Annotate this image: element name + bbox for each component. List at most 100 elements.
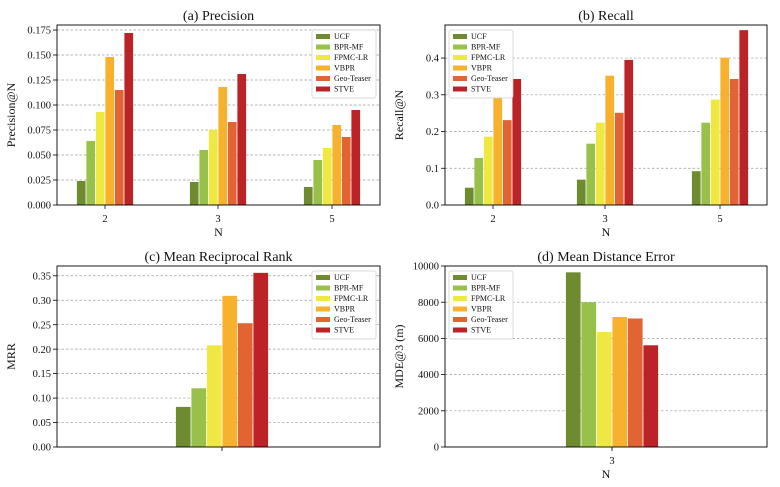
panel-2: 0.0 0.1 0.2 0.3 0.4 2 3 5 (b) Recall N Recall@N UCF… (392, 9, 768, 239)
bar-ucf-n5 (303, 187, 313, 205)
legend-label: Geo-Teaser (471, 315, 508, 324)
y-tick-label: 0.0 (426, 201, 439, 212)
bar-fpmc-lr-n2 (95, 112, 105, 205)
legend-label: BPR-MF (471, 284, 501, 293)
legend-swatch (453, 44, 467, 50)
y-tick-label: 0 (434, 443, 439, 454)
y-tick-label: 0.150 (27, 51, 51, 62)
bar-vbpr (222, 295, 238, 447)
bar-fpmc-lr-n3 (595, 122, 605, 205)
bar-geo-teaser-n2 (502, 120, 512, 205)
legend-swatch (316, 296, 330, 301)
bar-bpr-mf-n5 (313, 160, 323, 205)
legend-swatch (316, 317, 330, 322)
bar-vbpr-n2 (105, 57, 115, 205)
legend-label: UCF (334, 32, 350, 41)
bar-stve-n5 (739, 30, 749, 206)
y-tick-label: 10000 (413, 262, 439, 273)
panel-1: 0.000 0.025 0.050 0.075 0.100 0.125 0.150 0.175… (4, 9, 381, 239)
bar-stve-n3 (624, 59, 634, 205)
bar-fpmc-lr (206, 345, 222, 447)
bar-bpr-mf-n3 (581, 302, 597, 447)
y-tick-label: 0.025 (27, 176, 51, 187)
bar-bpr-mf-n2 (474, 157, 484, 205)
y-tick-label: 0.050 (27, 151, 51, 162)
legend-swatch (453, 55, 467, 60)
x-tick-label: 5 (329, 214, 334, 225)
bar-ucf-n5 (691, 171, 701, 205)
legend-swatch (316, 275, 330, 280)
bar-vbpr-n2 (493, 96, 503, 205)
bar-geo-teaser-n3 (227, 122, 237, 205)
y-axis-label: Precision@N (4, 82, 18, 147)
legend-label: VBPR (471, 64, 493, 73)
legend-label: VBPR (471, 305, 493, 314)
x-tick-label: 3 (609, 456, 614, 467)
legend-swatch (453, 306, 467, 312)
bar-bpr-mf-n2 (86, 141, 96, 205)
y-tick-label: 0.05 (33, 418, 51, 429)
bar-bpr-mf-n3 (199, 150, 209, 205)
legend-swatch (453, 327, 467, 333)
legend-swatch (453, 34, 467, 39)
plot-frame (444, 24, 768, 206)
x-axis-label: N (214, 225, 223, 239)
x-tick-label: 3 (602, 214, 607, 225)
legend-label: FPMC-LR (334, 53, 369, 62)
legend-label: Geo-Teaser (334, 315, 371, 324)
legend-label: STVE (471, 326, 491, 335)
legend-label: STVE (334, 326, 354, 335)
bar-vbpr-n5 (332, 125, 342, 205)
bar-ucf-n3 (565, 272, 581, 447)
legend-swatch (316, 44, 330, 50)
legend-swatch (453, 285, 467, 291)
legend-label: STVE (471, 85, 491, 94)
y-tick-label: 0.20 (33, 345, 51, 356)
legend-label: Geo-Teaser (334, 74, 371, 83)
legend-swatch (316, 327, 330, 333)
y-tick-label: 0.4 (426, 54, 440, 65)
y-tick-label: 0.175 (27, 26, 51, 37)
legend-swatch (316, 86, 330, 92)
legend-label: FPMC-LR (471, 294, 506, 303)
y-tick-label: 0.15 (33, 369, 51, 380)
legend-label: BPR-MF (471, 43, 501, 52)
y-tick-label: 4000 (418, 370, 439, 381)
legend-swatch (316, 34, 330, 39)
legend-swatch (453, 86, 467, 92)
legend-swatch (453, 317, 467, 322)
bar-ucf (175, 406, 191, 447)
bar-stve-n2 (512, 79, 522, 205)
y-tick-label: 0.35 (33, 271, 51, 282)
y-tick-label: 2000 (418, 406, 439, 417)
bar-vbpr-n3 (218, 87, 228, 205)
bar-vbpr-n3 (605, 75, 615, 205)
y-tick-label: 0.125 (27, 76, 51, 87)
y-tick-label: 0.100 (27, 101, 51, 112)
chart-title: (a) Precision (183, 9, 254, 24)
legend-label: UCF (471, 32, 487, 41)
y-axis-label: MDE@3 (m) (392, 324, 406, 388)
y-axis-label: Recall@N (392, 89, 406, 140)
x-tick-label: 2 (102, 214, 107, 225)
chart-title: (d) Mean Distance Error (537, 250, 675, 265)
legend-label: VBPR (334, 64, 356, 73)
bar-geo-teaser-n3 (627, 318, 643, 447)
bar-bpr-mf-n5 (701, 122, 711, 205)
legend-label: Geo-Teaser (471, 74, 508, 83)
bar-stve-n5 (351, 110, 361, 205)
bar-geo-teaser-n2 (114, 90, 124, 205)
plot-frame (56, 265, 381, 448)
y-tick-label: 0.000 (27, 201, 51, 212)
bar-fpmc-lr-n3 (208, 130, 218, 205)
bar-ucf-n2 (464, 187, 474, 205)
chart-title: (b) Recall (578, 9, 634, 24)
y-tick-label: 0.3 (426, 90, 439, 101)
y-tick-label: 0.10 (33, 394, 51, 405)
panel-3: 0.00 0.05 0.10 0.15 0.20 0.25 0.30 0.35 (c) Mean… (4, 250, 381, 454)
y-tick-label: 0.25 (33, 320, 51, 331)
legend-swatch (316, 306, 330, 312)
